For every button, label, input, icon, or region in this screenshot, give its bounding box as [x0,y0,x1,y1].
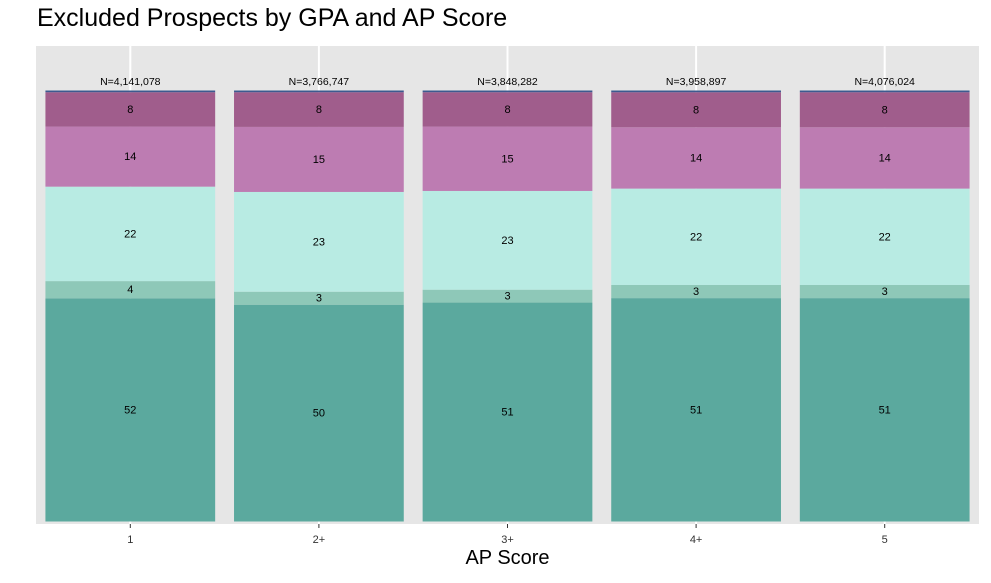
data-label-0-0: 52 [124,404,136,416]
data-label-4-2: 22 [879,231,891,243]
data-label-3-1: 3 [693,286,699,298]
bar-segment-3-2 [611,188,781,285]
x-tick-label-0: 1 [127,534,133,546]
data-label-0-1: 4 [127,284,133,296]
bar-segment-0-3 [45,126,216,187]
data-label-4-4: 8 [882,104,888,116]
bar-segment-4-4 [799,92,970,128]
bar-segment-3-3 [611,127,781,189]
bar-segment-3-0 [611,298,781,522]
x-tick-label-4: 5 [882,534,888,546]
bar-segment-2-0 [422,302,593,522]
bar-segment-0-4 [45,92,216,127]
bar-segment-4-0 [799,298,970,522]
data-label-1-1: 3 [316,293,322,305]
bar-segment-3-1 [611,284,781,299]
bar-segment-0-0 [45,298,216,522]
bar-segment-2-3 [422,126,593,191]
x-tick-label-2: 3+ [501,534,514,546]
chart-title: Excluded Prospects by GPA and AP Score [37,4,508,32]
data-label-2-0: 51 [501,407,513,419]
x-tick-label-1: 2+ [313,534,326,546]
data-label-2-4: 8 [504,104,510,116]
data-label-4-3: 14 [879,152,891,164]
bar-segment-2-4 [422,92,593,127]
data-label-0-3: 14 [124,151,136,163]
bar-segment-4-3 [799,127,970,189]
data-label-1-2: 23 [313,236,325,248]
data-label-0-4: 8 [127,104,133,116]
bar-segment-0-5 [45,90,216,93]
bar-segment-1-2 [234,191,404,292]
data-label-3-0: 51 [690,404,702,416]
bar-segment-2-1 [422,289,593,303]
data-label-0-2: 22 [124,228,136,240]
bar-segment-1-1 [234,291,404,305]
x-axis: 1 2+ 3+ 4+ 5 [127,524,888,546]
total-label-4: N=4,076,024 [854,76,915,88]
bar-segment-3-4 [611,92,781,128]
total-label-2: N=3,848,282 [477,76,538,88]
total-label-3: N=3,958,897 [666,76,727,88]
total-label-0: N=4,141,078 [100,76,161,88]
data-label-2-3: 15 [501,153,513,165]
data-label-3-4: 8 [693,104,699,116]
bar-segment-1-5 [234,90,404,93]
bar-segment-2-2 [422,190,593,290]
bar-segment-2-5 [422,90,593,93]
data-label-1-3: 15 [313,154,325,166]
data-label-4-1: 3 [882,286,888,298]
data-label-1-4: 8 [316,104,322,116]
bar-segment-4-2 [799,188,970,285]
data-label-4-0: 51 [879,404,891,416]
data-label-3-2: 22 [690,231,702,243]
bar-segment-1-4 [234,92,404,127]
data-label-1-0: 50 [313,408,325,420]
data-label-3-3: 14 [690,152,702,164]
data-label-2-2: 23 [501,235,513,247]
bar-segment-0-1 [45,281,216,299]
bar-segment-4-1 [799,284,970,299]
bar-segment-4-5 [799,90,970,93]
x-tick-label-3: 4+ [690,534,703,546]
total-label-1: N=3,766,747 [289,76,350,88]
bar-segment-3-5 [611,90,781,93]
x-axis-label: AP Score [465,547,550,569]
data-labels: 52 4 22 14 8 50 3 23 15 8 51 3 23 15 8 51 3 22 14 8 51 3 22 14 8 [124,104,891,420]
bars [45,90,970,522]
bar-segment-1-3 [234,126,404,192]
bar-segment-1-0 [234,304,404,522]
data-label-2-1: 3 [504,291,510,303]
total-labels: N=4,141,078 N=3,766,747 N=3,848,282 N=3,958… [100,76,915,88]
bar-segment-0-2 [45,186,216,282]
